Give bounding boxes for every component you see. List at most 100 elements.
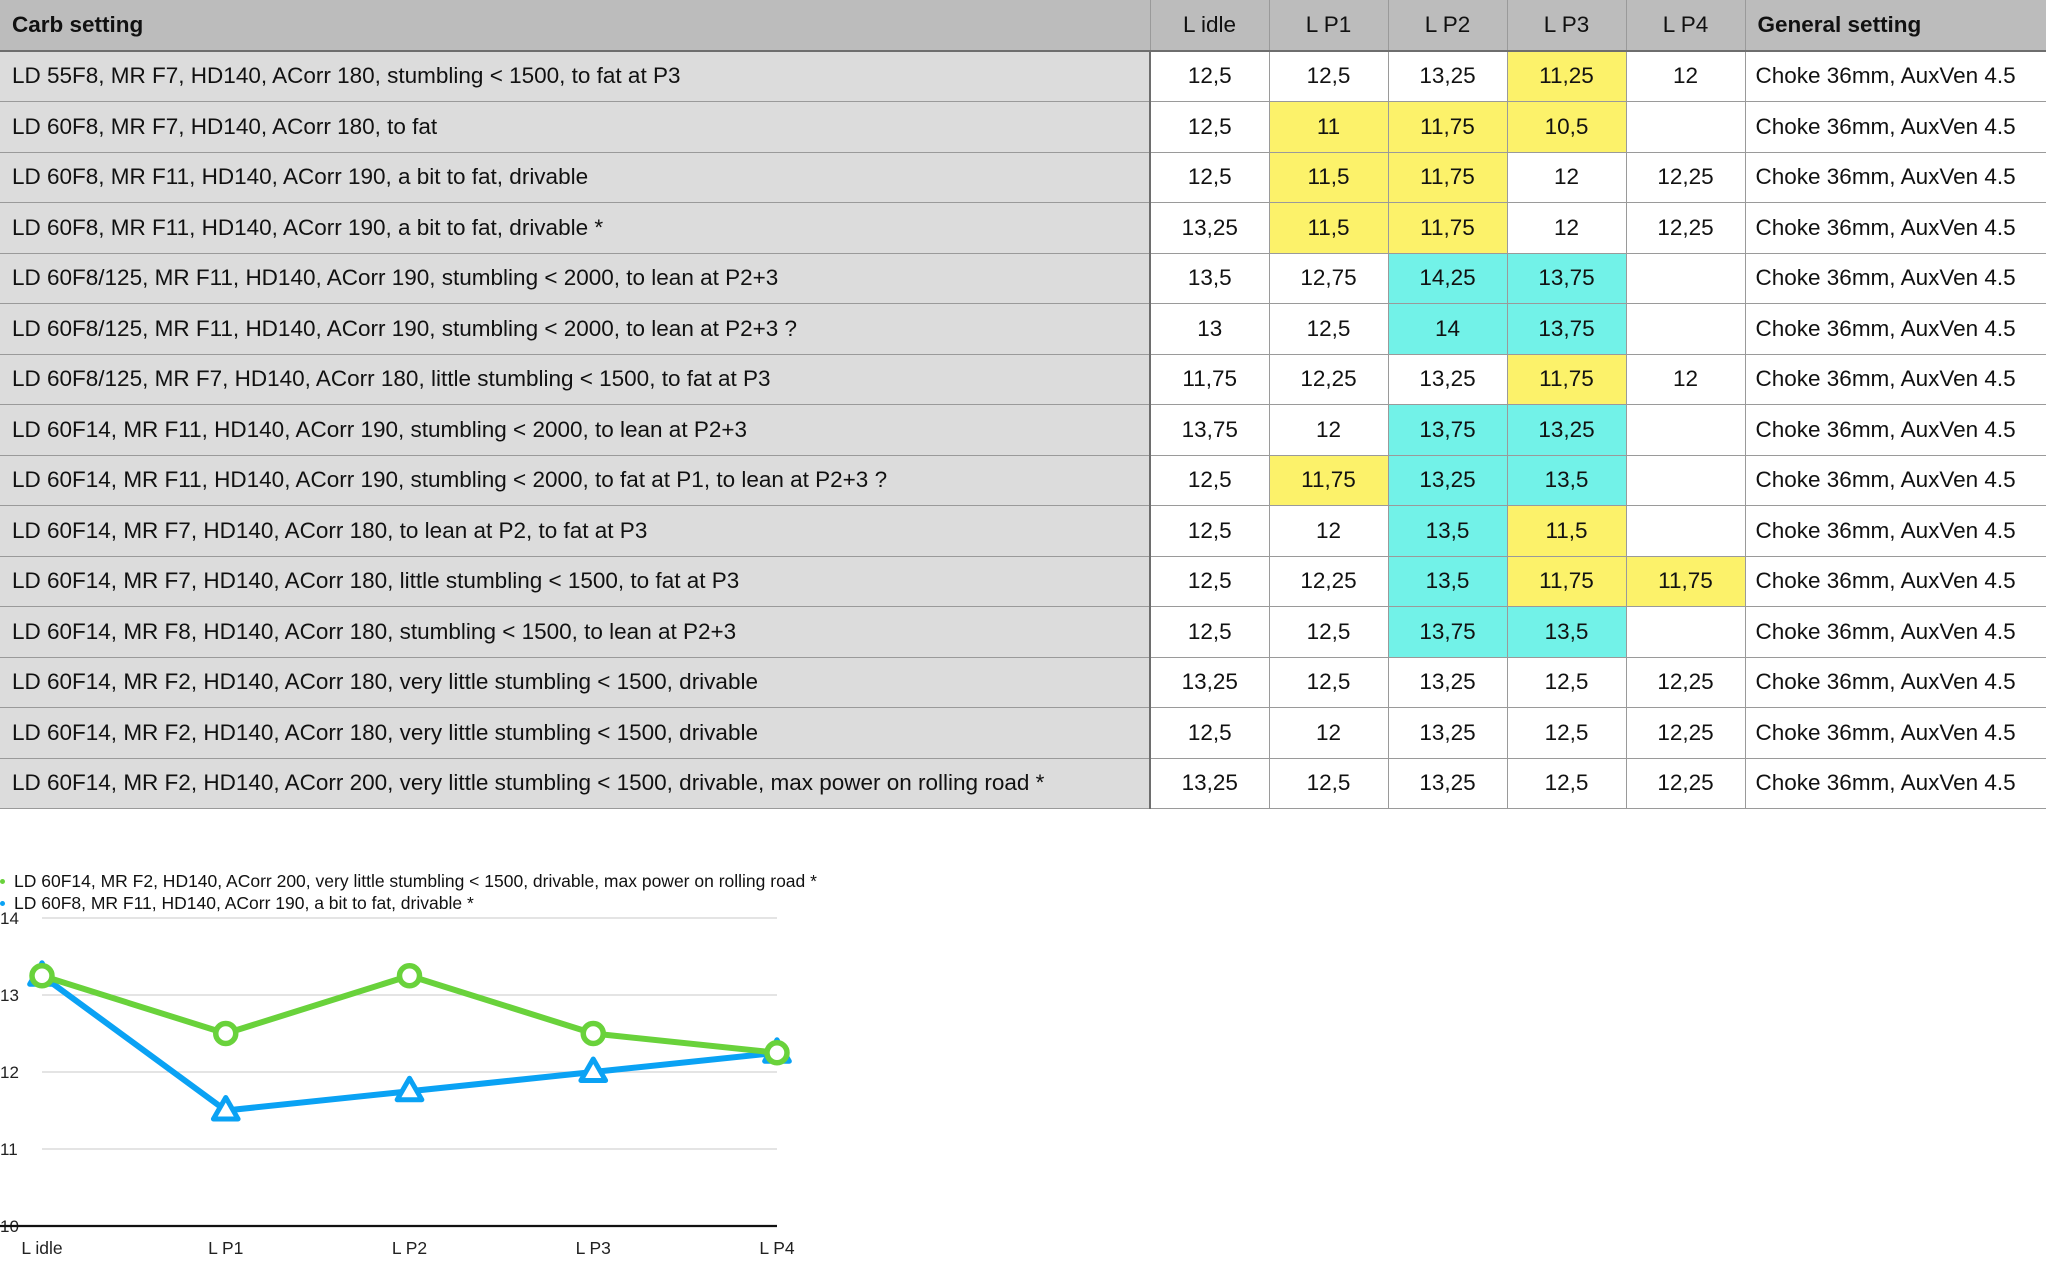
- lambda-value-cell: 13,75: [1150, 404, 1270, 456]
- general-setting-cell: Choke 36mm, AuxVen 4.5: [1745, 758, 2046, 809]
- table-row: LD 60F14, MR F11, HD140, ACorr 190, stum…: [0, 455, 2046, 506]
- lambda-value-cell: 12,5: [1269, 657, 1389, 708]
- data-point-triangle: [578, 1056, 609, 1083]
- header-general-setting: General setting: [1745, 0, 2046, 52]
- lambda-value-cell: 12,5: [1269, 758, 1389, 809]
- lambda-value-cell: 13,75: [1388, 606, 1508, 658]
- general-setting-cell: Choke 36mm, AuxVen 4.5: [1745, 455, 2046, 506]
- lambda-value-cell: 11,75: [1388, 101, 1508, 153]
- lambda-value-cell: 12,5: [1269, 50, 1389, 102]
- table-row: LD 60F8, MR F11, HD140, ACorr 190, a bit…: [0, 152, 2046, 203]
- general-setting-cell: Choke 36mm, AuxVen 4.5: [1745, 253, 2046, 304]
- lambda-value-cell: 13,25: [1507, 404, 1627, 456]
- lambda-value-cell: 12: [1507, 152, 1627, 203]
- x-tick-label: L P2: [392, 1238, 427, 1258]
- general-setting-cell: Choke 36mm, AuxVen 4.5: [1745, 202, 2046, 254]
- legend-item-blue: LD 60F8, MR F11, HD140, ACorr 190, a bit…: [0, 892, 817, 914]
- lambda-value-cell: 11,75: [1388, 202, 1508, 254]
- general-setting-cell: Choke 36mm, AuxVen 4.5: [1745, 354, 2046, 405]
- general-setting-cell: Choke 36mm, AuxVen 4.5: [1745, 50, 2046, 102]
- lambda-value-cell: 12,5: [1507, 657, 1627, 708]
- lambda-value-cell: 11,75: [1150, 354, 1270, 405]
- y-tick-label: 14: [0, 909, 19, 928]
- legend-label-green: LD 60F14, MR F2, HD140, ACorr 200, very …: [14, 871, 817, 891]
- table-row: LD 60F14, MR F2, HD140, ACorr 180, very …: [0, 707, 2046, 759]
- table-row: LD 60F8, MR F11, HD140, ACorr 190, a bit…: [0, 202, 2046, 254]
- table-row: LD 60F14, MR F7, HD140, ACorr 180, littl…: [0, 556, 2046, 607]
- lambda-value-cell: 13,25: [1388, 50, 1508, 102]
- legend-item-green: LD 60F14, MR F2, HD140, ACorr 200, very …: [0, 870, 817, 892]
- lambda-value-cell: 11,75: [1507, 556, 1627, 607]
- table-row: LD 55F8, MR F7, HD140, ACorr 180, stumbl…: [0, 50, 2046, 102]
- carb-setting-cell: LD 55F8, MR F7, HD140, ACorr 180, stumbl…: [0, 50, 1151, 102]
- lambda-value-cell: 13,25: [1388, 657, 1508, 708]
- lambda-value-cell: 12,75: [1269, 253, 1389, 304]
- lambda-value-cell: 11,75: [1388, 152, 1508, 203]
- table-row: LD 60F14, MR F8, HD140, ACorr 180, stumb…: [0, 606, 2046, 658]
- lambda-value-cell: 13,25: [1150, 758, 1270, 809]
- lambda-value-cell: 13,25: [1388, 707, 1508, 759]
- data-point-circle: [764, 1040, 790, 1066]
- general-setting-cell: Choke 36mm, AuxVen 4.5: [1745, 505, 2046, 557]
- table-row: LD 60F14, MR F7, HD140, ACorr 180, to le…: [0, 505, 2046, 557]
- lambda-value-cell: 14,25: [1388, 253, 1508, 304]
- carb-setting-cell: LD 60F14, MR F2, HD140, ACorr 200, very …: [0, 758, 1151, 809]
- general-setting-cell: Choke 36mm, AuxVen 4.5: [1745, 303, 2046, 355]
- lambda-value-cell: 12,5: [1507, 758, 1627, 809]
- lambda-value-cell: 12: [1507, 202, 1627, 254]
- lambda-value-cell: 13,5: [1388, 556, 1508, 607]
- lambda-value-cell: 11,75: [1626, 556, 1746, 607]
- table-row: LD 60F14, MR F11, HD140, ACorr 190, stum…: [0, 404, 2046, 456]
- lambda-value-cell: 13,5: [1507, 606, 1627, 658]
- carb-setting-cell: LD 60F14, MR F2, HD140, ACorr 180, very …: [0, 657, 1151, 708]
- lambda-value-cell: 12,5: [1150, 152, 1270, 203]
- lambda-value-cell: 12,5: [1150, 50, 1270, 102]
- lambda-value-cell: 12,5: [1150, 101, 1270, 153]
- lambda-value-cell: 13,5: [1507, 455, 1627, 506]
- data-point-circle: [396, 963, 423, 989]
- general-setting-cell: Choke 36mm, AuxVen 4.5: [1745, 657, 2046, 708]
- lambda-value-cell: 12,25: [1269, 354, 1389, 405]
- header-l-p4: L P4: [1626, 0, 1746, 52]
- lambda-value-cell: [1626, 606, 1746, 658]
- y-tick-label: 13: [0, 986, 19, 1005]
- header-carb-setting: Carb setting: [0, 0, 1151, 52]
- lambda-value-cell: 11,5: [1269, 152, 1389, 203]
- legend-swatch-green: [0, 879, 5, 884]
- lambda-value-cell: [1626, 455, 1746, 506]
- header-l-p1: L P1: [1269, 0, 1389, 52]
- data-point-triangle: [210, 1095, 241, 1122]
- table-row: LD 60F14, MR F2, HD140, ACorr 200, very …: [0, 758, 2046, 809]
- general-setting-cell: Choke 36mm, AuxVen 4.5: [1745, 152, 2046, 203]
- lambda-value-cell: 11: [1269, 101, 1389, 153]
- lambda-value-cell: 12,5: [1507, 707, 1627, 759]
- legend-swatch-blue: [0, 901, 5, 906]
- lambda-value-cell: 13: [1150, 303, 1270, 355]
- header-l-p2: L P2: [1388, 0, 1508, 52]
- lambda-value-cell: 13,25: [1388, 455, 1508, 506]
- general-setting-cell: Choke 36mm, AuxVen 4.5: [1745, 606, 2046, 658]
- table-row: LD 60F14, MR F2, HD140, ACorr 180, very …: [0, 657, 2046, 708]
- table-body: LD 55F8, MR F7, HD140, ACorr 180, stumbl…: [0, 50, 2046, 809]
- y-tick-label: 11: [0, 1140, 18, 1159]
- header-l-idle: L idle: [1150, 0, 1270, 52]
- carb-setting-cell: LD 60F14, MR F11, HD140, ACorr 190, stum…: [0, 404, 1151, 456]
- lambda-value-cell: 12: [1269, 707, 1389, 759]
- lambda-value-cell: [1626, 505, 1746, 557]
- lambda-value-cell: 13,25: [1388, 354, 1508, 405]
- lambda-value-cell: [1626, 404, 1746, 456]
- x-tick-label: L P3: [576, 1238, 611, 1258]
- carb-setting-cell: LD 60F8, MR F11, HD140, ACorr 190, a bit…: [0, 152, 1151, 203]
- x-tick-label: L idle: [21, 1238, 62, 1258]
- lambda-value-cell: 12,25: [1626, 202, 1746, 254]
- carb-setting-cell: LD 60F8/125, MR F11, HD140, ACorr 190, s…: [0, 253, 1151, 304]
- lambda-value-cell: 11,75: [1507, 354, 1627, 405]
- carb-setting-cell: LD 60F14, MR F7, HD140, ACorr 180, littl…: [0, 556, 1151, 607]
- carb-setting-cell: LD 60F8/125, MR F7, HD140, ACorr 180, li…: [0, 354, 1151, 405]
- table-row: LD 60F8/125, MR F11, HD140, ACorr 190, s…: [0, 303, 2046, 355]
- carb-setting-cell: LD 60F14, MR F8, HD140, ACorr 180, stumb…: [0, 606, 1151, 658]
- carb-settings-table: Carb setting L idle L P1 L P2 L P3 L P4 …: [0, 0, 2046, 809]
- chart-legend: LD 60F14, MR F2, HD140, ACorr 200, very …: [0, 870, 817, 914]
- lambda-value-cell: 13,25: [1388, 758, 1508, 809]
- lambda-value-cell: 13,5: [1150, 253, 1270, 304]
